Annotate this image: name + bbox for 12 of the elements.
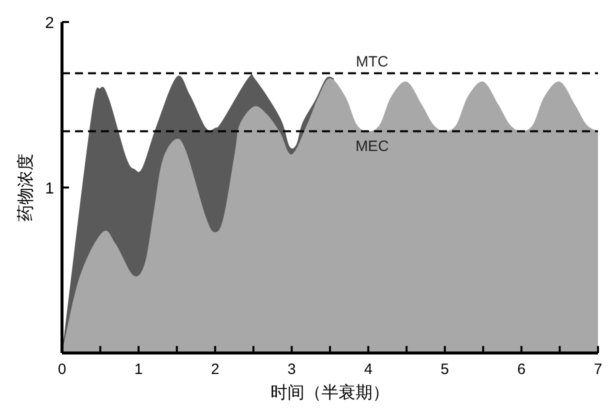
x-tick-label: 0 bbox=[58, 361, 66, 378]
x-axis-title: 时间（半衰期） bbox=[270, 383, 390, 402]
x-tick-label: 3 bbox=[288, 361, 296, 378]
x-tick-label: 7 bbox=[594, 361, 602, 378]
x-tick-label: 4 bbox=[364, 361, 372, 378]
x-tick-label: 2 bbox=[210, 361, 220, 378]
x-tick-label: 6 bbox=[517, 361, 526, 378]
x-tick-label: 5 bbox=[440, 361, 450, 378]
ref-line-label: MEC bbox=[355, 138, 389, 156]
y-axis-title: 药物浓度 bbox=[16, 154, 35, 222]
x-tick-label: 1 bbox=[134, 361, 143, 378]
ref-line-label: MTC bbox=[356, 53, 389, 70]
